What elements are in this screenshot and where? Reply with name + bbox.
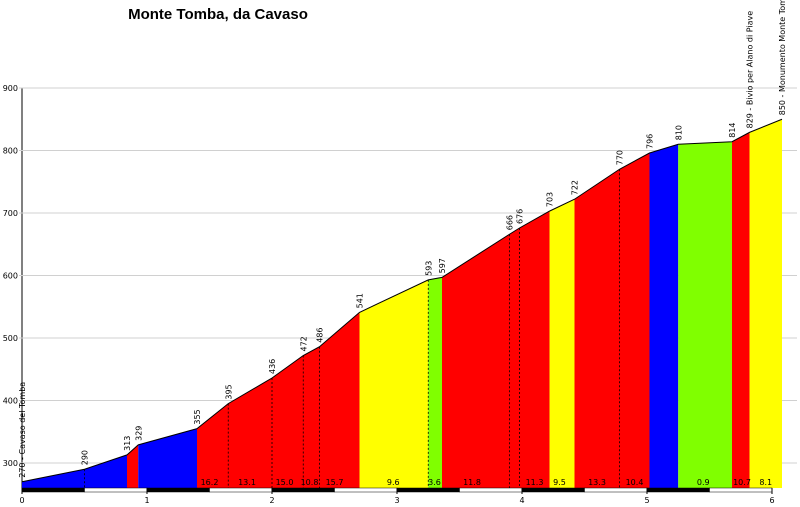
km-scale-bar xyxy=(209,487,273,493)
profile-segment xyxy=(649,144,679,488)
y-tick-label: 600 xyxy=(3,272,18,281)
elevation-label: 355 xyxy=(193,409,202,424)
grade-label: 9.6 xyxy=(387,478,400,487)
plot-area: 300 400 500 600 700 800 900 9.6 3.6 11.8 9.5 13.3 0.… xyxy=(3,0,797,505)
x-tick-label: 6 xyxy=(769,496,774,505)
profile-segment xyxy=(549,199,575,488)
elevation-label: 722 xyxy=(571,180,580,195)
profile-segment xyxy=(428,277,442,488)
x-tick-label: 1 xyxy=(144,496,149,505)
km-scale-bar xyxy=(396,487,460,493)
km-scale-bar xyxy=(584,487,648,493)
elevation-label: 436 xyxy=(268,359,277,374)
grade-label: 15.7 xyxy=(326,478,344,487)
profile-segment xyxy=(197,312,360,488)
profile-segment xyxy=(732,132,750,488)
x-tick-label: 5 xyxy=(644,496,649,505)
grade-label: 13.1 xyxy=(238,478,256,487)
grade-label: 11.8 xyxy=(463,478,481,487)
profile-segment xyxy=(574,153,650,488)
grade-label: 16.2 xyxy=(201,478,219,487)
grade-label: 0.9 xyxy=(697,478,710,487)
y-tick-label: 300 xyxy=(3,459,18,468)
elevation-label: 597 xyxy=(438,258,447,273)
grade-label: 15.0 xyxy=(276,478,294,487)
grade-label: 8.1 xyxy=(759,478,772,487)
y-tick-label: 700 xyxy=(3,209,18,218)
grade-label: 13.3 xyxy=(588,478,606,487)
grade-label: 10.4 xyxy=(626,478,644,487)
elevation-label: 850 - Monumento Monte Tomba xyxy=(778,0,787,115)
elevation-label: 270 - Cavaso del Tomba xyxy=(18,382,27,478)
elevation-label: 486 xyxy=(316,327,325,342)
elevation-label: 676 xyxy=(516,209,525,224)
elevation-label: 703 xyxy=(546,192,555,207)
km-scale-bar xyxy=(459,487,523,493)
x-tick-label: 0 xyxy=(19,496,24,505)
grade-label: 9.5 xyxy=(553,478,566,487)
profile-segment xyxy=(678,141,732,488)
grade-label: 3.6 xyxy=(428,478,441,487)
chart-title: Monte Tomba, da Cavaso xyxy=(128,6,308,23)
km-scale-bar xyxy=(84,487,148,493)
elevation-label: 313 xyxy=(123,436,132,451)
km-scale-bar xyxy=(521,487,585,493)
elevation-label: 329 xyxy=(134,426,143,441)
y-tick-label: 900 xyxy=(3,84,18,93)
profile-segment xyxy=(749,119,782,488)
y-tick-label: 500 xyxy=(3,334,18,343)
grade-label: 10.7 xyxy=(733,478,751,487)
elevation-label: 541 xyxy=(356,293,365,308)
elevation-label: 814 xyxy=(728,122,737,137)
elevation-label: 796 xyxy=(646,134,655,149)
profile-outline xyxy=(21,118,783,483)
y-tick-label: 400 xyxy=(3,397,18,406)
km-scale-bar xyxy=(271,487,335,493)
elevation-label: 666 xyxy=(506,215,515,230)
profile-segment xyxy=(138,428,197,488)
profile-segment xyxy=(359,279,429,488)
x-tick-label: 4 xyxy=(519,496,524,505)
elevation-label: 395 xyxy=(224,384,233,399)
elevation-label: 290 xyxy=(81,450,90,465)
elevation-label: 770 xyxy=(616,150,625,165)
elevation-label: 593 xyxy=(424,261,433,276)
km-scale-bar xyxy=(334,487,398,493)
profile-segment xyxy=(127,444,139,488)
y-tick-label: 800 xyxy=(3,147,18,156)
km-scale-bar xyxy=(146,487,210,493)
km-scale-bar xyxy=(21,487,85,493)
elevation-label: 829 - Bivio per Alano di Piave xyxy=(746,11,755,129)
km-scale-bar xyxy=(709,487,773,493)
grade-label: 10.8 xyxy=(301,478,319,487)
x-tick-label: 3 xyxy=(394,496,399,505)
elevation-label: 810 xyxy=(674,125,683,140)
profile-segment xyxy=(442,211,550,488)
x-tick-label: 2 xyxy=(269,496,274,505)
km-scale-bar xyxy=(646,487,710,493)
elevation-label: 472 xyxy=(299,336,308,351)
grade-label: 11.3 xyxy=(526,478,544,487)
